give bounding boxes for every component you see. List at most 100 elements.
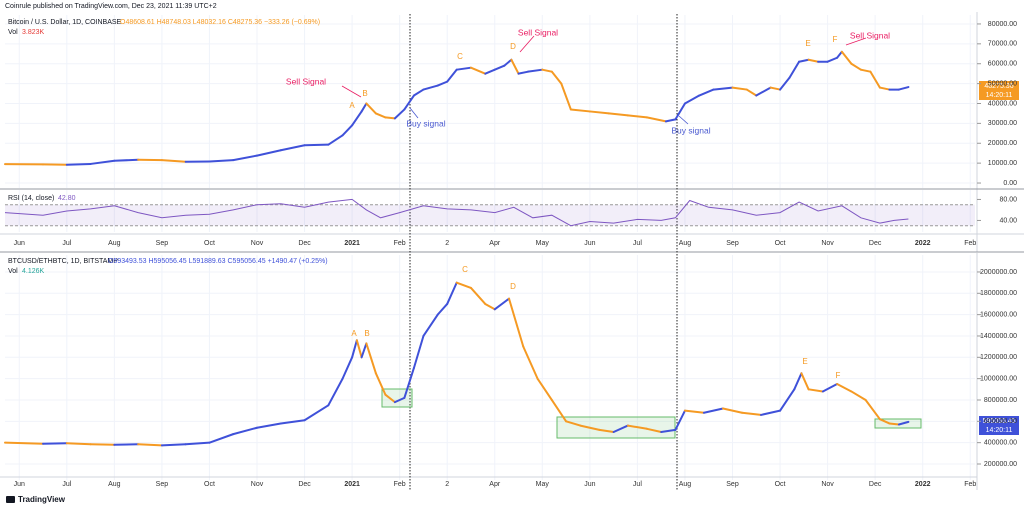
price-segment <box>113 443 140 446</box>
annotation: Sell Signal <box>850 30 890 40</box>
price-segment <box>65 442 92 446</box>
rsi-value: 42.80 <box>58 195 76 202</box>
x-tick-label: Sep <box>156 240 169 247</box>
y-tick-label: 50000.00 <box>988 80 1017 87</box>
price-segment <box>565 420 582 427</box>
price-segment <box>560 82 572 111</box>
price-segment <box>355 339 363 359</box>
ohlc-legend: O593493.53 H595056.45 L591889.63 C595056… <box>108 258 328 265</box>
logo-icon <box>6 496 15 503</box>
arrow <box>409 107 419 119</box>
price-segment <box>788 60 801 79</box>
price-segment <box>232 426 259 436</box>
price-segment <box>374 112 387 119</box>
y-tick-label: 1400000.00 <box>980 333 1017 340</box>
y-tick-label: 400000.00 <box>984 440 1017 447</box>
annotation: Buy signal <box>406 118 445 128</box>
price-segment <box>807 388 824 393</box>
price-segment <box>493 297 511 311</box>
price-tag <box>979 81 1019 100</box>
price-segment <box>113 158 140 162</box>
price-segment <box>279 144 306 152</box>
price-segment <box>455 281 472 289</box>
price-segment <box>484 68 496 75</box>
price-segment <box>664 118 677 123</box>
price-tag-countdown: 14:20:11 <box>986 92 1013 99</box>
x-tick-label: Sep <box>156 481 169 488</box>
x-tick-label: Apr <box>489 481 501 488</box>
price-segment <box>422 84 439 91</box>
price-segment <box>160 443 187 447</box>
y-tick-label: 1000000.00 <box>980 375 1017 382</box>
price-segment <box>850 62 862 71</box>
price-segment <box>436 80 449 87</box>
annotation: E <box>805 39 810 48</box>
price-segment <box>436 302 449 316</box>
price-segment <box>4 441 45 445</box>
y-tick-label: 600000.00 <box>984 418 1017 425</box>
y-tick-label: 1600000.00 <box>980 311 1017 318</box>
y-tick-label: 20000.00 <box>988 140 1017 147</box>
range-box <box>381 388 413 408</box>
price-segment <box>527 68 544 73</box>
annotation: A <box>349 101 355 110</box>
annotation: D <box>510 42 516 51</box>
x-tick-label: Jun <box>584 481 595 488</box>
price-segment <box>522 345 539 380</box>
annotation: B <box>362 89 367 98</box>
volume-value: 3.823K <box>22 29 45 36</box>
annotation: Sell Signal <box>286 76 326 86</box>
y-tick-label: 80000.00 <box>988 21 1017 28</box>
price-segment <box>897 86 910 91</box>
annotation: E <box>802 357 807 366</box>
x-tick-label: Aug <box>679 240 692 247</box>
x-tick-label: Jun <box>584 240 595 247</box>
rsi-line <box>4 198 909 227</box>
price-segment <box>826 56 839 63</box>
price-tag-value: 48275.36 <box>984 83 1013 90</box>
price-segment <box>569 108 591 113</box>
y-tick-label: 200000.00 <box>984 461 1017 468</box>
y-tick-label: 40.00 <box>999 217 1017 224</box>
price-segment <box>660 428 677 433</box>
publish-note: Coinrule published on TradingView.com, D… <box>5 3 217 10</box>
price-segment <box>793 372 803 391</box>
x-tick-label: 2022 <box>915 481 931 488</box>
annotation: Sell Signal <box>518 27 558 37</box>
price-segment <box>374 372 387 396</box>
y-tick-label: 2000000.00 <box>980 269 1017 276</box>
symbol-title: BTCUSD/ETHBTC, 1D, BITSTAMP <box>8 258 118 265</box>
price-segment <box>493 64 506 71</box>
price-segment <box>779 76 791 91</box>
price-segment <box>836 382 853 393</box>
price-segment <box>698 88 715 97</box>
price-segment <box>541 68 553 73</box>
x-tick-label: 2 <box>445 481 449 488</box>
x-tick-label: Jul <box>633 481 642 488</box>
price-segment <box>351 339 358 359</box>
price-segment <box>755 86 772 97</box>
y-tick-label: 80.00 <box>999 196 1017 203</box>
annotation: A <box>351 329 357 338</box>
price-segment <box>403 366 415 399</box>
price-segment <box>536 377 553 401</box>
price-segment <box>327 134 344 146</box>
price-segment <box>807 58 820 63</box>
price-segment <box>422 313 439 337</box>
y-tick-label: 800000.00 <box>984 397 1017 404</box>
arrow <box>519 35 535 53</box>
price-segment <box>769 86 782 91</box>
arrow <box>845 37 867 46</box>
price-segment <box>89 443 116 446</box>
price-segment <box>702 407 724 414</box>
price-segment <box>303 404 330 422</box>
price-segment <box>365 102 377 115</box>
y-tick-label: 10000.00 <box>988 160 1017 167</box>
volume-value: 4.126K <box>22 268 45 275</box>
price-segment <box>878 86 891 91</box>
x-tick-label: Jun <box>14 240 25 247</box>
x-tick-label: Oct <box>775 481 786 488</box>
x-tick-label: Jun <box>14 481 25 488</box>
x-tick-label: Nov <box>821 481 834 488</box>
